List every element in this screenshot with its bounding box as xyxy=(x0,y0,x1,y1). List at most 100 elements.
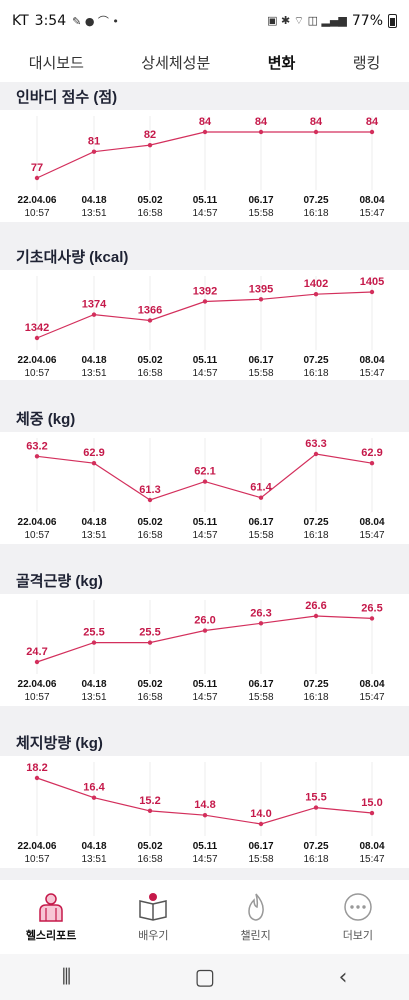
section-inbody-score: 인바디 점수 (점) 77 22.04.06 10:57 81 04.18 13:51 82… xyxy=(0,82,409,222)
tab-ranking[interactable]: 랭킹 xyxy=(352,53,381,72)
time-tick-label: 13:51 xyxy=(81,530,106,541)
data-point xyxy=(147,497,153,503)
data-point xyxy=(147,808,153,814)
tab-dashboard[interactable]: 대시보드 xyxy=(28,53,84,72)
data-label: 62.9 xyxy=(361,447,382,459)
date-tick-label: 07.25 xyxy=(303,195,328,206)
nav-learn[interactable]: 배우기 xyxy=(113,891,193,943)
date-tick-label: 07.25 xyxy=(303,841,328,852)
nav-challenge[interactable]: 챌린지 xyxy=(216,891,296,943)
data-point xyxy=(91,461,97,466)
time-tick-label: 10:57 xyxy=(24,530,49,541)
data-label: 1374 xyxy=(82,299,107,311)
section-body-fat: 체지방량 (kg) 18.2 22.04.06 10:57 16.4 04.18 13:5… xyxy=(0,728,409,868)
time-tick-label: 13:51 xyxy=(81,208,106,219)
date-tick-label: 08.04 xyxy=(359,517,384,528)
data-label: 84 xyxy=(255,116,268,128)
date-tick-label: 06.17 xyxy=(248,355,273,366)
data-point xyxy=(313,805,319,810)
time-tick-label: 10:57 xyxy=(24,692,49,703)
nav-health-report[interactable]: 헬스리포트 xyxy=(11,891,91,943)
data-label: 16.4 xyxy=(83,782,105,794)
section-title: 체지방량 (kg) xyxy=(16,735,103,752)
data-point xyxy=(202,628,208,633)
section-weight: 체중 (kg) 63.2 22.04.06 10:57 62.9 04.18 13:51 6… xyxy=(0,404,409,544)
data-label: 61.3 xyxy=(139,484,160,496)
section-title: 기초대사량 (kcal) xyxy=(16,249,129,266)
data-label: 1366 xyxy=(138,304,162,316)
data-point xyxy=(258,129,264,135)
date-tick-label: 04.18 xyxy=(81,841,106,852)
data-point xyxy=(258,821,264,827)
time-tick-label: 14:57 xyxy=(192,692,217,703)
data-label: 1405 xyxy=(360,276,384,288)
date-tick-label: 05.02 xyxy=(137,679,162,690)
data-label: 24.7 xyxy=(26,646,47,658)
time-tick-label: 13:51 xyxy=(81,854,106,865)
data-point xyxy=(313,129,319,135)
data-point xyxy=(34,175,40,181)
time-tick-label: 16:18 xyxy=(303,368,328,379)
data-point xyxy=(369,810,375,816)
section-skeletal-muscle: 골격근량 (kg) 24.7 22.04.06 10:57 25.5 04.18 13:5… xyxy=(0,566,409,706)
chart-inbody-score: 77 22.04.06 10:57 81 04.18 13:51 82 05.02 16:58 8… xyxy=(18,116,385,219)
data-label: 14.8 xyxy=(194,799,215,811)
data-label: 15.0 xyxy=(361,797,382,809)
back-icon[interactable]: ‹ xyxy=(338,964,348,990)
time-tick-label: 14:57 xyxy=(192,368,217,379)
data-label: 63.2 xyxy=(26,440,47,452)
time-tick-label: 15:58 xyxy=(248,692,273,703)
time-tick-label: 14:57 xyxy=(192,208,217,219)
top-tabs: 대시보드 상세체성분 변화 랭킹 xyxy=(0,42,409,82)
data-label: 81 xyxy=(88,136,100,148)
recent-apps-icon[interactable]: ⦀ xyxy=(61,964,72,990)
time-tick-label: 15:47 xyxy=(359,692,384,703)
data-point xyxy=(369,129,375,135)
tab-detail-composition[interactable]: 상세체성분 xyxy=(141,53,211,72)
data-point xyxy=(34,659,40,665)
nav-label: 더보기 xyxy=(342,929,374,942)
date-tick-label: 05.02 xyxy=(137,355,162,366)
time-tick-label: 15:47 xyxy=(359,530,384,541)
date-tick-label: 07.25 xyxy=(303,355,328,366)
data-label: 25.5 xyxy=(83,627,104,639)
date-tick-label: 05.11 xyxy=(193,195,218,206)
date-tick-label: 04.18 xyxy=(81,355,106,366)
data-point xyxy=(202,479,208,484)
data-label: 15.2 xyxy=(139,795,160,807)
data-label: 63.3 xyxy=(305,438,326,450)
nav-label: 배우기 xyxy=(138,929,169,942)
bottom-nav: 헬스리포트 배우기 챌린지 더보기 xyxy=(0,880,409,954)
time-tick-label: 10:57 xyxy=(24,368,49,379)
time-tick-label: 16:58 xyxy=(137,854,162,865)
date-tick-label: 04.18 xyxy=(81,679,106,690)
data-point xyxy=(369,616,375,621)
section-bmr: 기초대사량 (kcal) 1342 22.04.06 10:57 1374 04.18 1… xyxy=(0,242,409,380)
time-tick-label: 15:58 xyxy=(248,854,273,865)
data-label: 26.6 xyxy=(305,600,326,612)
data-label: 1392 xyxy=(193,285,217,297)
data-label: 84 xyxy=(366,116,379,128)
date-tick-label: 22.04.06 xyxy=(18,517,57,528)
data-point xyxy=(369,461,375,466)
section-title: 체중 (kg) xyxy=(16,411,76,428)
health-report-icon xyxy=(35,891,67,923)
date-tick-label: 08.04 xyxy=(359,355,384,366)
data-point xyxy=(91,149,97,154)
data-point xyxy=(369,289,375,295)
tab-change[interactable]: 변화 xyxy=(267,53,296,72)
notification-icon: ✎ ● ⌒ • xyxy=(72,15,119,28)
data-label: 26.5 xyxy=(361,602,382,614)
home-icon[interactable]: ▢ xyxy=(194,964,216,990)
data-label: 82 xyxy=(144,129,156,141)
data-point xyxy=(34,775,40,781)
more-dots-icon xyxy=(342,891,374,923)
data-label: 1342 xyxy=(25,322,49,334)
time-tick-label: 16:18 xyxy=(303,692,328,703)
data-label: 84 xyxy=(310,116,323,128)
data-point xyxy=(202,299,208,304)
data-point xyxy=(313,613,319,619)
date-tick-label: 05.02 xyxy=(137,841,162,852)
nav-more[interactable]: 더보기 xyxy=(318,891,398,943)
date-tick-label: 04.18 xyxy=(81,195,106,206)
